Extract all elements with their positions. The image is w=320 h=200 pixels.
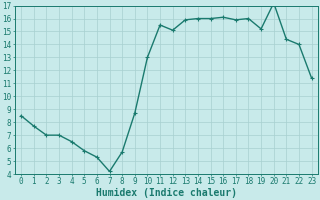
X-axis label: Humidex (Indice chaleur): Humidex (Indice chaleur) xyxy=(96,188,237,198)
